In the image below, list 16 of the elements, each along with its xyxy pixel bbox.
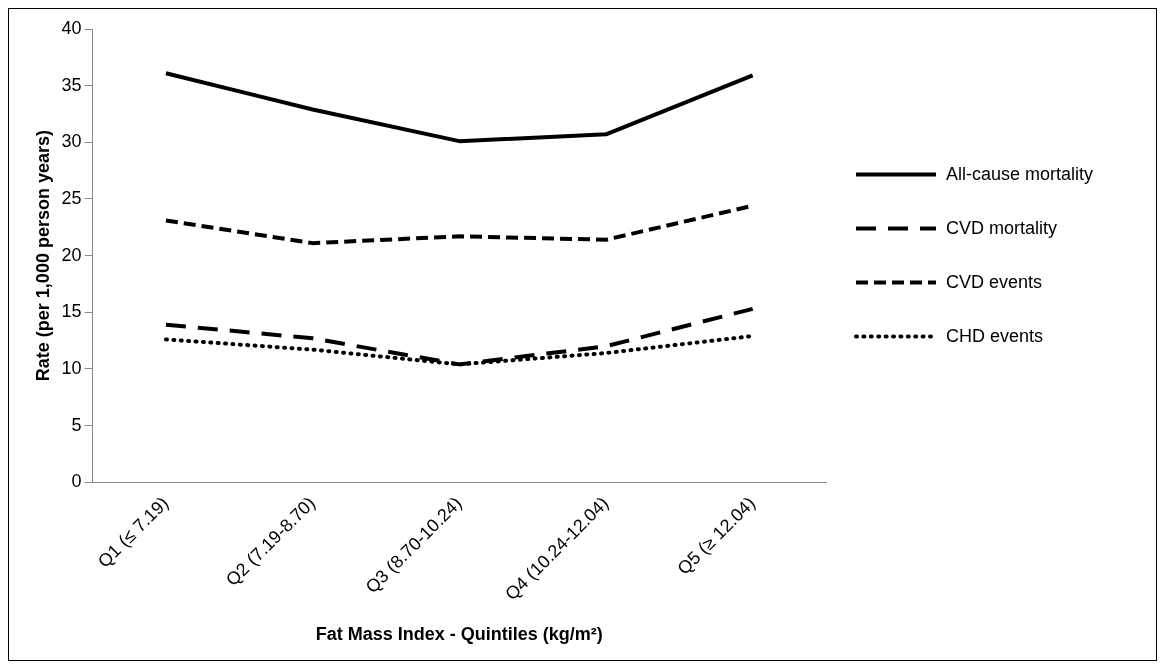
y-tick-label: 25 (61, 187, 82, 208)
legend-label: CHD events (946, 325, 1044, 346)
y-tick-label: 10 (61, 357, 82, 378)
y-tick-label: 40 (61, 17, 82, 38)
line-series (163, 306, 755, 367)
y-axis-title: Rate (per 1,000 person years) (32, 130, 53, 382)
y-tick-label: 20 (61, 244, 82, 265)
x-axis-title: Fat Mass Index - Quintiles (kg/m²) (315, 624, 603, 645)
legend-label: CVD events (946, 271, 1043, 292)
legend-label: CVD mortality (946, 217, 1058, 238)
y-tick-label: 15 (61, 301, 82, 322)
y-tick-label: 0 (71, 471, 82, 492)
y-tick-label: 30 (61, 131, 82, 152)
legend-label: All-cause mortality (946, 163, 1094, 184)
y-tick-label: 35 (61, 74, 82, 95)
y-tick-label: 5 (71, 414, 82, 435)
